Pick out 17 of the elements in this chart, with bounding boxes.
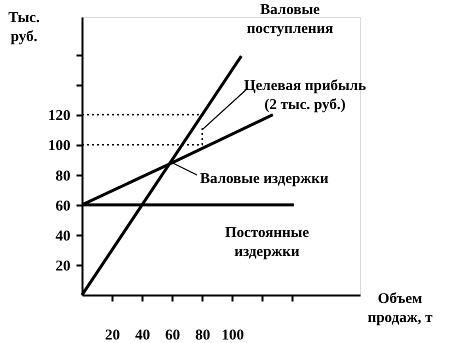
y-tick-label: 20 [56, 258, 70, 274]
y-axis-title: Тыс. руб. [8, 10, 40, 45]
series-label: Постоянные издержки [225, 225, 310, 260]
y-tick-label: 100 [48, 138, 70, 154]
x-tick-label: 80 [195, 328, 210, 343]
y-tick-label: 60 [56, 198, 70, 214]
y-tick-label: 40 [56, 228, 70, 244]
x-tick-label: 20 [105, 328, 120, 343]
x-tick-label: 40 [135, 328, 150, 343]
annotation: Целевая прибыль (2 тыс. руб.) [244, 78, 366, 113]
y-tick-label: 120 [48, 108, 70, 124]
legend-label: Валовые издержки [200, 171, 329, 187]
x-axis-title: Объем продаж, т [368, 291, 434, 326]
x-tick-label: 100 [222, 328, 244, 343]
x-tick-label: 60 [165, 328, 180, 343]
y-tick-label: 80 [56, 168, 70, 184]
series-label: Валовые поступления [246, 2, 334, 37]
